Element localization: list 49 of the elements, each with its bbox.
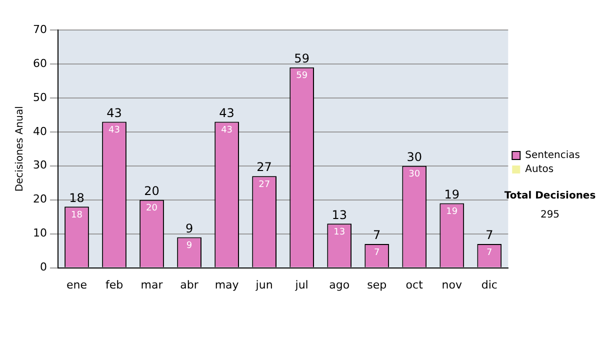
annotation: Total Decisiones [504,190,596,202]
total-label: 7 [486,228,494,242]
x-tick-label: nov [442,278,462,292]
legend-label: Sentencias [525,150,580,162]
data-label: 7 [374,248,380,258]
x-tick-label: mar [140,278,164,292]
text: 295 [540,210,560,221]
x-tick-label: oct [406,278,424,292]
total-label: 18 [69,190,84,205]
y-tick-label: 70 [32,22,47,36]
data-label: 20 [146,204,158,214]
y-tick-label: 20 [32,192,47,206]
y-tick-label: 0 [40,260,47,274]
data-label: 13 [334,227,346,238]
total-label: 43 [106,106,122,120]
x-tick-label: ene [66,278,88,292]
data-label: 18 [71,210,83,220]
y-tick-label: 40 [32,124,47,138]
total-label: 59 [294,51,310,66]
data-label: 27 [258,180,270,190]
data-label: 30 [408,170,420,180]
y-tick-label: 50 [32,90,47,104]
legend-label: Autos [525,164,554,176]
total-label: 20 [144,184,160,198]
data-label: 9 [186,241,192,252]
y-axis-title: Decisiones Anual [14,106,26,192]
total-label: 30 [406,150,422,164]
total-label: 7 [373,228,381,242]
x-tick-label: ago [329,278,350,292]
total-label: 9 [185,221,194,236]
data-label: 19 [446,207,458,218]
y-tick-label: 10 [32,226,47,240]
data-label: 43 [108,126,120,136]
x-tick-label: may [214,278,240,292]
x-tick-label: feb [105,278,124,292]
total-label: 13 [332,208,347,222]
total-label: 19 [444,187,460,202]
y-tick-label: 30 [32,158,47,172]
y-tick-label: 60 [32,56,47,70]
total-label: 27 [256,160,272,174]
x-tick-label: jul [294,278,308,292]
data-label: 43 [221,126,233,136]
x-tick-label: sep [367,278,387,292]
x-tick-label: jun [254,278,273,292]
x-tick-label: abr [180,278,199,292]
total-label: 43 [219,106,234,120]
data-label: 59 [296,71,308,82]
data-label: 7 [486,248,492,258]
x-tick-label: dic [481,278,498,292]
